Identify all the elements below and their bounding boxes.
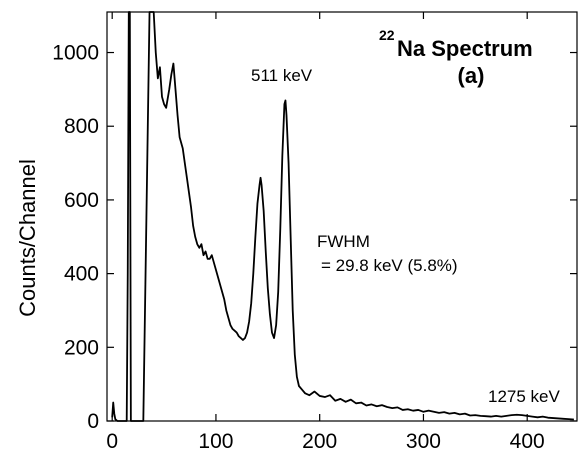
y-tick-label: 0 xyxy=(87,410,99,433)
chart-title: Na Spectrum xyxy=(397,36,533,61)
plot-frame-group xyxy=(106,11,578,422)
x-tick-label: 400 xyxy=(510,430,545,453)
x-tick-label: 0 xyxy=(106,430,118,453)
y-axis-label: Counts/Channel xyxy=(15,159,40,317)
annotation-511-kev: 511 keV xyxy=(251,66,313,85)
y-tick-label: 600 xyxy=(64,189,99,212)
y-tick-label: 1000 xyxy=(52,42,99,65)
plot-frame xyxy=(106,11,578,422)
ticks-group: 0 200 400 600 800 1000 0 100 200 300 400 xyxy=(52,12,577,453)
annotation-fwhm-label: FWHM xyxy=(317,232,370,251)
spectrum-series-line xyxy=(111,11,574,422)
x-tick-label: 300 xyxy=(406,430,441,453)
y-tick-label: 200 xyxy=(64,336,99,359)
annotation-1275-kev: 1275 keV xyxy=(488,387,560,406)
title-superscript: 22 xyxy=(379,27,395,43)
x-tick-label: 200 xyxy=(302,430,337,453)
series-layer xyxy=(111,11,574,422)
x-tick-label: 100 xyxy=(198,430,233,453)
annotation-fwhm-value: = 29.8 keV (5.8%) xyxy=(321,256,458,275)
y-tick-label: 400 xyxy=(64,263,99,286)
y-tick-label: 800 xyxy=(64,115,99,138)
chart-title-group: 22 Na Spectrum (a) xyxy=(379,27,533,88)
chart-subtitle: (a) xyxy=(458,63,485,88)
